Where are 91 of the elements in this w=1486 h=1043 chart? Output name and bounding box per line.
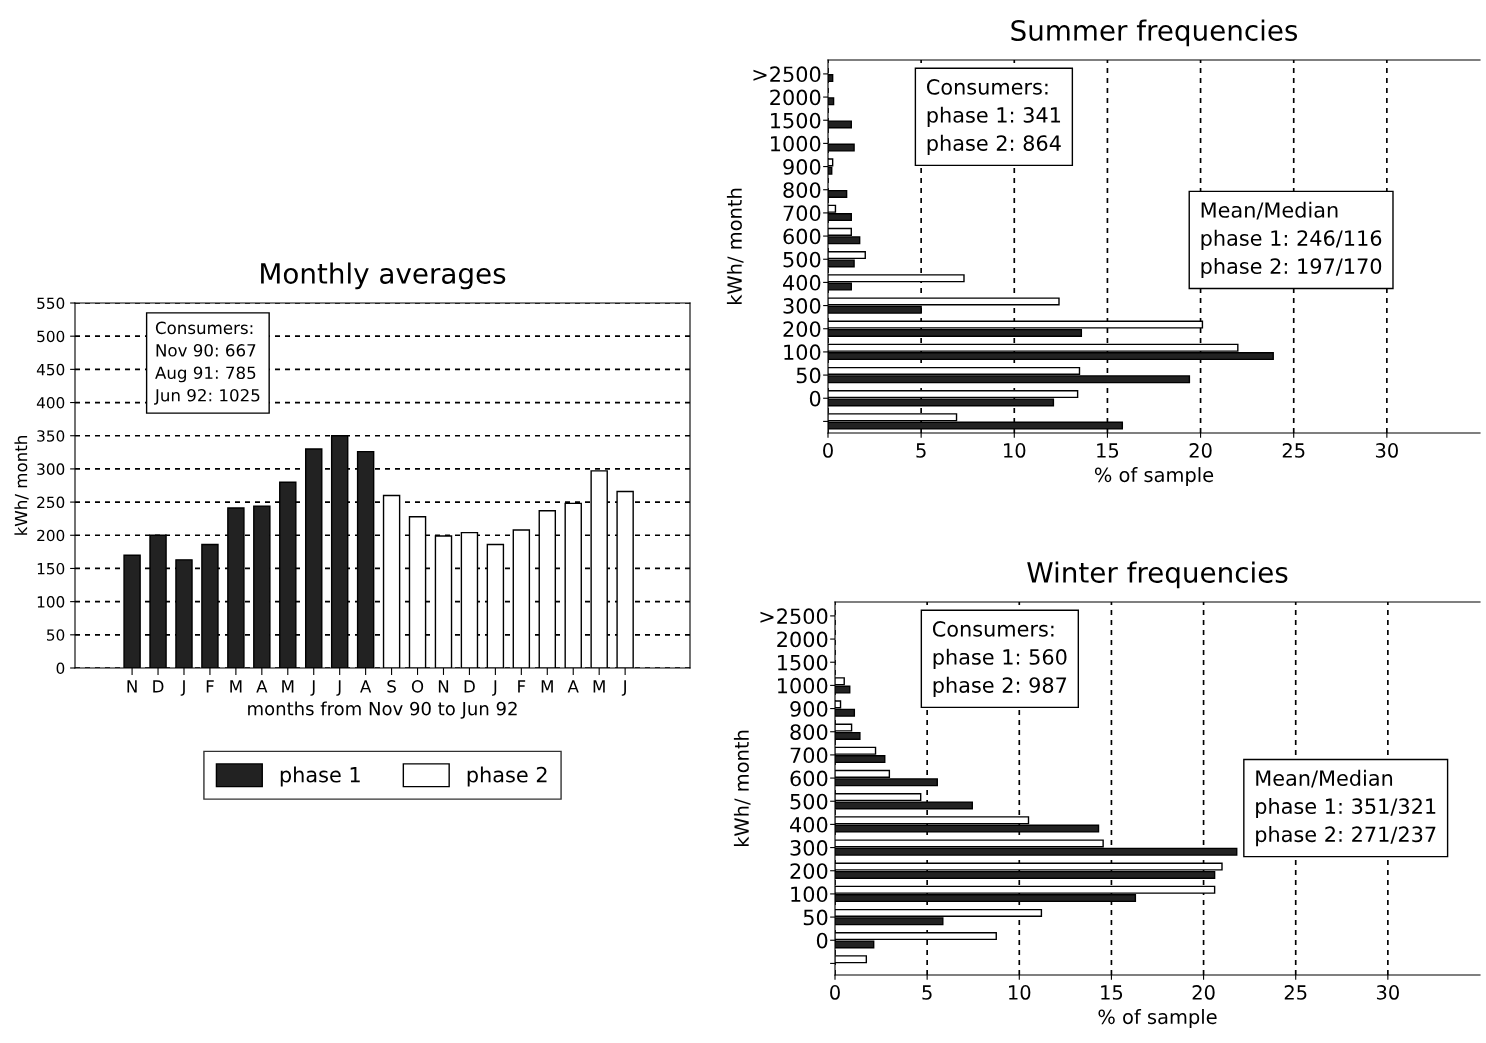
y-tick-label: 100 xyxy=(784,344,821,361)
x-tick-label: 15 xyxy=(1101,985,1123,1000)
y-tick-label: 300 xyxy=(783,298,821,314)
y-tick-label: 50 xyxy=(47,629,65,641)
y-tick-label: 900 xyxy=(783,159,821,175)
y-tick-label: 100 xyxy=(791,886,828,903)
x-tick-label: 15 xyxy=(1097,443,1119,458)
x-tick-label: J xyxy=(310,680,315,696)
y-tick-label: 0 xyxy=(816,932,828,949)
y-tick-label: 50 xyxy=(796,367,821,384)
y-tick-label: 2000 xyxy=(770,89,821,106)
y-tick-label: 500 xyxy=(783,251,821,268)
x-tick-label: N xyxy=(438,680,449,693)
x-tick-label: M xyxy=(541,680,553,693)
x-tick-label: 30 xyxy=(1375,443,1398,458)
x-tick-label: 5 xyxy=(922,985,932,1000)
chart-title: Winter frequencies xyxy=(1027,561,1288,589)
annotation: Mean/Median phase 1: 246/116 phase 2: 197/170 xyxy=(1201,201,1382,279)
y-tick-label: 1000 xyxy=(771,135,821,152)
y-tick-label: 400 xyxy=(790,816,828,833)
x-tick-label: 20 xyxy=(1189,443,1212,458)
x-axis-title: % of sample xyxy=(1094,467,1214,486)
x-tick-label: M xyxy=(282,680,294,693)
x-tick-label: J xyxy=(492,680,497,696)
y-tick-label: 200 xyxy=(37,529,65,542)
x-tick-label: 25 xyxy=(1284,985,1307,1000)
x-tick-label: 30 xyxy=(1376,985,1399,1000)
x-tick-label: 5 xyxy=(916,443,926,458)
y-tick-label: 700 xyxy=(790,747,828,764)
y-tick-label: 2000 xyxy=(777,631,828,648)
y-tick-label: 0 xyxy=(809,390,821,407)
x-tick-label: A xyxy=(567,680,579,693)
y-tick-label: 1500 xyxy=(778,654,828,671)
y-tick-label: 250 xyxy=(37,496,65,509)
x-axis-title: months from Nov 90 to Jun 92 xyxy=(248,701,517,719)
y-tick-label: 350 xyxy=(37,430,65,442)
x-tick-label: A xyxy=(360,680,372,693)
annotation: Mean/Median phase 1: 351/321 phase 2: 271/237 xyxy=(1256,769,1436,847)
y-tick-label: 800 xyxy=(783,182,821,198)
x-tick-label: F xyxy=(206,680,214,693)
x-tick-label: N xyxy=(127,680,137,693)
y-tick-label: 600 xyxy=(790,770,828,787)
y-tick-label: 200 xyxy=(790,863,828,879)
chart-title: Monthly averages xyxy=(261,262,506,290)
y-tick-label: 500 xyxy=(37,330,65,343)
y-tick-label: 50 xyxy=(803,909,828,926)
x-tick-label: A xyxy=(256,680,268,693)
chart-title: Summer frequencies xyxy=(1011,19,1298,47)
y-tick-label: 400 xyxy=(783,274,821,291)
y-tick-label: 600 xyxy=(783,228,821,245)
y-tick-label: 1500 xyxy=(771,112,821,129)
x-tick-label: D xyxy=(153,680,164,693)
y-tick-label: 900 xyxy=(790,701,828,717)
x-tick-label: F xyxy=(518,680,526,693)
x-tick-label: M xyxy=(593,680,605,693)
y-tick-label: 300 xyxy=(37,463,65,475)
y-axis-title: kWh/ month xyxy=(726,188,744,305)
y-axis-title: kWh/ month xyxy=(14,436,29,535)
y-tick-label: 550 xyxy=(37,297,65,310)
y-tick-label: 1000 xyxy=(778,677,828,694)
y-tick-label: 150 xyxy=(37,562,65,575)
x-tick-label: D xyxy=(464,680,475,693)
y-tick-label: 100 xyxy=(37,596,65,608)
x-tick-label: O xyxy=(411,680,424,693)
x-axis-title: % of sample xyxy=(1098,1009,1217,1028)
x-tick-label: 20 xyxy=(1192,985,1215,1000)
x-tick-label: J xyxy=(180,680,185,696)
x-tick-label: M xyxy=(230,680,242,693)
annotation: Consumers: phase 1: 341 phase 2: 864 xyxy=(926,79,1061,155)
legend-label: phase 1 xyxy=(280,766,360,787)
y-tick-label: 500 xyxy=(790,793,828,810)
annotation: Consumers: Nov 90: 667 Aug 91: 785 Jun 92: 1025 xyxy=(154,321,260,405)
y-tick-label: >2500 xyxy=(760,608,828,625)
y-tick-label: 450 xyxy=(36,363,65,376)
annotation: Consumers: phase 1: 560 phase 2: 987 xyxy=(932,621,1067,697)
x-tick-label: 25 xyxy=(1282,443,1305,458)
x-tick-label: S xyxy=(387,680,396,693)
x-tick-label: 0 xyxy=(830,985,840,1000)
y-tick-label: 700 xyxy=(783,205,821,222)
y-tick-label: 800 xyxy=(790,724,828,740)
legend-label: phase 2 xyxy=(467,766,547,787)
y-tick-label: 300 xyxy=(790,840,828,856)
x-tick-label: 10 xyxy=(1009,985,1031,1000)
x-tick-label: J xyxy=(336,680,341,696)
y-tick-label: 200 xyxy=(783,321,821,337)
y-tick-label: >2500 xyxy=(753,66,821,83)
y-axis-title: kWh/ month xyxy=(733,730,751,847)
x-tick-label: J xyxy=(621,680,626,696)
x-tick-label: 10 xyxy=(1004,443,1026,458)
y-tick-label: 0 xyxy=(56,662,65,675)
y-tick-label: 400 xyxy=(36,397,65,409)
